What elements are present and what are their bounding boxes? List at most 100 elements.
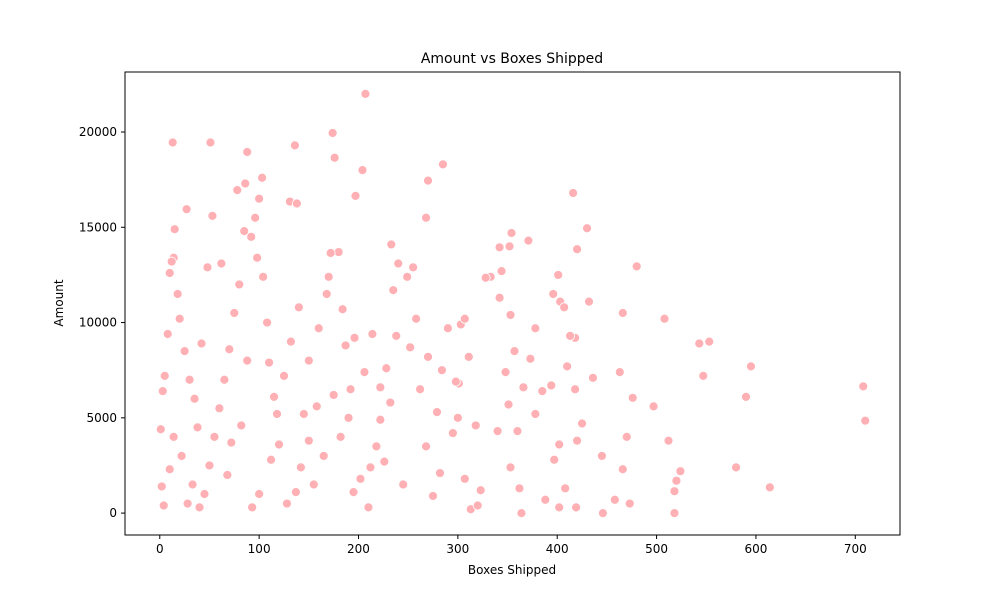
point	[179, 346, 190, 357]
point	[516, 508, 527, 518]
point	[746, 361, 756, 372]
point	[254, 193, 265, 204]
point	[335, 431, 346, 442]
point	[204, 460, 215, 471]
point	[494, 292, 505, 303]
x-tick-label: 500	[645, 542, 668, 556]
x-tick-label: 700	[844, 542, 867, 556]
point	[505, 310, 516, 320]
point	[247, 502, 258, 513]
point	[704, 336, 715, 347]
point	[192, 422, 203, 433]
point	[157, 386, 168, 397]
point	[472, 500, 483, 511]
point	[568, 188, 579, 198]
point	[496, 266, 507, 277]
point	[209, 431, 220, 442]
point	[525, 353, 536, 364]
point	[298, 409, 309, 419]
point	[858, 381, 869, 392]
point	[345, 384, 356, 395]
point	[357, 165, 368, 176]
point	[359, 367, 370, 377]
point	[159, 371, 170, 381]
point	[627, 392, 638, 403]
point	[327, 128, 338, 138]
point	[669, 508, 680, 518]
point	[236, 420, 247, 431]
point	[222, 470, 233, 480]
point	[435, 468, 445, 478]
point	[572, 435, 582, 446]
point	[631, 261, 642, 272]
point	[428, 491, 438, 501]
point	[509, 346, 520, 357]
point	[405, 342, 416, 353]
point	[257, 172, 268, 183]
point	[311, 401, 322, 412]
point	[860, 415, 871, 426]
point	[182, 498, 193, 509]
point	[408, 262, 419, 273]
point	[169, 224, 180, 235]
point	[518, 382, 529, 393]
x-tick-label: 600	[744, 542, 767, 556]
point	[303, 435, 314, 446]
point	[365, 462, 376, 473]
point	[570, 384, 580, 395]
point	[423, 175, 433, 186]
point	[242, 147, 253, 157]
point	[562, 361, 573, 372]
point	[624, 498, 635, 509]
point	[158, 500, 169, 511]
point	[286, 336, 296, 347]
point	[554, 439, 565, 450]
point	[500, 367, 511, 377]
point	[293, 302, 304, 313]
point	[450, 376, 461, 387]
y-tick-label: 15000	[79, 220, 117, 234]
point	[229, 308, 240, 318]
point	[156, 481, 167, 492]
point	[514, 483, 525, 494]
x-tick-label: 300	[446, 542, 469, 556]
point	[164, 464, 175, 475]
point	[174, 313, 185, 324]
point	[252, 252, 263, 263]
point	[549, 454, 560, 465]
point	[494, 242, 505, 253]
point	[266, 454, 276, 465]
point	[614, 367, 625, 377]
point	[571, 502, 581, 513]
point	[741, 391, 751, 402]
x-tick-label: 400	[546, 542, 569, 556]
point	[379, 456, 390, 467]
point	[504, 241, 515, 252]
point	[166, 256, 177, 267]
point	[168, 431, 179, 442]
point	[582, 223, 592, 234]
point	[202, 262, 213, 273]
point	[530, 409, 541, 419]
point	[290, 487, 301, 498]
point	[187, 479, 198, 490]
point	[295, 462, 306, 473]
point	[411, 313, 422, 324]
point	[512, 426, 523, 437]
point	[393, 258, 404, 269]
point	[398, 479, 409, 490]
y-tick-label: 20000	[79, 125, 117, 139]
point	[598, 508, 608, 518]
point	[329, 152, 340, 163]
point	[167, 137, 178, 148]
point	[548, 289, 559, 299]
point	[349, 332, 360, 343]
point	[239, 226, 250, 236]
point	[560, 483, 571, 494]
point	[546, 380, 557, 391]
point	[617, 308, 628, 318]
point	[184, 374, 195, 385]
point	[492, 426, 503, 437]
point	[269, 391, 279, 402]
